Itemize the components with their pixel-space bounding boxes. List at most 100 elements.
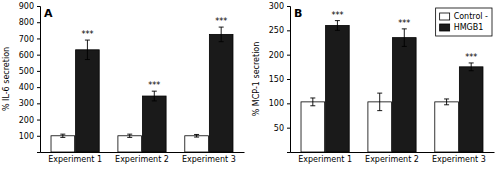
panel-title: B bbox=[294, 7, 302, 20]
y-tick-mark bbox=[37, 22, 40, 23]
y-tick: 100 bbox=[269, 99, 290, 108]
error-bar-line bbox=[194, 134, 199, 137]
y-tick-mark bbox=[37, 103, 40, 104]
y-tick-label: 600 bbox=[19, 51, 34, 60]
y-tick-mark bbox=[37, 55, 40, 56]
series bbox=[326, 21, 483, 152]
y-tick-label: 100 bbox=[269, 99, 284, 108]
y-tick-mark bbox=[287, 79, 290, 80]
bar bbox=[392, 38, 416, 152]
y-tick: 900 bbox=[19, 2, 40, 11]
error-bar bbox=[444, 99, 449, 105]
error-bar-line bbox=[310, 98, 315, 106]
y-tick-label: 100 bbox=[19, 132, 34, 141]
significance-label: *** bbox=[465, 53, 477, 62]
bar bbox=[118, 136, 142, 152]
y-tick-label: 250 bbox=[269, 26, 284, 35]
y-tick: 150 bbox=[269, 75, 290, 84]
bar bbox=[142, 96, 166, 152]
y-tick-mark bbox=[287, 30, 290, 31]
y-tick-mark bbox=[287, 55, 290, 56]
y-tick-mark bbox=[287, 6, 290, 7]
significance-label: *** bbox=[148, 81, 160, 90]
annotations: *** *** *** bbox=[81, 17, 227, 90]
error-bar-line bbox=[60, 134, 65, 137]
bar bbox=[209, 34, 233, 152]
significance-label: *** bbox=[398, 19, 410, 28]
legend-swatch bbox=[440, 24, 450, 31]
x-tick: Experiment 2 bbox=[365, 152, 419, 164]
error-bar bbox=[194, 134, 199, 137]
y-tick: 300 bbox=[19, 99, 40, 108]
error-bar-line bbox=[152, 91, 157, 101]
error-bar-line bbox=[469, 63, 474, 71]
y-tick: 400 bbox=[19, 83, 40, 92]
error-bar-line bbox=[127, 134, 132, 137]
error-bar-line bbox=[444, 99, 449, 105]
y-tick: 300 bbox=[269, 2, 290, 11]
bar bbox=[76, 50, 100, 152]
y-axis-title: % MCP-1 secretion bbox=[252, 42, 261, 117]
x-tick: Experiment 3 bbox=[182, 152, 236, 164]
y-tick: 700 bbox=[19, 35, 40, 44]
x-tick-label: Experiment 3 bbox=[182, 155, 236, 164]
y-axis: 100 200 300 400 500 600 700 800 900 bbox=[19, 2, 41, 152]
error-bar bbox=[402, 29, 407, 47]
y-tick-mark bbox=[37, 6, 40, 7]
y-tick: 200 bbox=[269, 51, 290, 60]
bar bbox=[185, 136, 209, 152]
y-tick: 50 bbox=[274, 124, 290, 133]
legend-label: HMGB1 bbox=[454, 23, 484, 32]
panel: 50100150200250300Experiment 1Experiment … bbox=[252, 2, 495, 164]
x-tick: Experiment 3 bbox=[432, 152, 486, 164]
y-tick: 100 bbox=[19, 132, 40, 141]
x-axis: Experiment 1 Experiment 2 Experiment 3 bbox=[41, 152, 245, 164]
series bbox=[301, 93, 458, 152]
y-tick-label: 500 bbox=[19, 67, 34, 76]
y-axis: 50 100 150 200 250 300 bbox=[269, 2, 291, 152]
x-tick: Experiment 1 bbox=[48, 152, 102, 164]
y-tick-mark bbox=[37, 120, 40, 121]
legend-frame bbox=[436, 8, 492, 36]
y-tick-label: 200 bbox=[19, 116, 34, 125]
y-tick: 250 bbox=[269, 26, 290, 35]
series bbox=[51, 134, 208, 152]
error-bar bbox=[127, 134, 132, 137]
y-tick-label: 700 bbox=[19, 35, 34, 44]
y-tick: 500 bbox=[19, 67, 40, 76]
y-tick: 800 bbox=[19, 18, 40, 27]
bar bbox=[459, 67, 483, 152]
bar bbox=[51, 136, 75, 152]
y-tick-label: 150 bbox=[269, 75, 284, 84]
series bbox=[76, 27, 233, 152]
y-tick-label: 300 bbox=[269, 2, 284, 11]
error-bar-line bbox=[402, 29, 407, 47]
legend-swatch bbox=[440, 13, 450, 20]
y-tick: 200 bbox=[19, 116, 40, 125]
y-tick-mark bbox=[287, 128, 290, 129]
y-tick: 600 bbox=[19, 51, 40, 60]
y-tick-label: 900 bbox=[19, 2, 34, 11]
error-bar bbox=[152, 91, 157, 101]
y-axis-title: % IL-6 secretion bbox=[2, 47, 11, 111]
y-tick-mark bbox=[37, 71, 40, 72]
y-tick-label: 200 bbox=[269, 51, 284, 60]
plot-area bbox=[51, 27, 233, 152]
x-tick-label: Experiment 3 bbox=[432, 155, 486, 164]
legend: Control - HMGB1 bbox=[436, 8, 492, 36]
x-axis: Experiment 1Experiment 2Experiment 3 bbox=[291, 152, 495, 164]
panel: 100200300400500600700800900Experiment 1E… bbox=[2, 2, 245, 164]
x-tick-label: Experiment 2 bbox=[115, 155, 169, 164]
bar bbox=[435, 102, 459, 152]
chart: 100200300400500600700800900Experiment 1E… bbox=[0, 0, 500, 170]
significance-label: *** bbox=[215, 17, 227, 26]
significance-label: *** bbox=[81, 30, 93, 39]
plot-area bbox=[301, 21, 483, 152]
x-tick: Experiment 2 bbox=[115, 152, 169, 164]
y-tick-mark bbox=[37, 136, 40, 137]
legend-label: Control - bbox=[454, 12, 488, 21]
y-axis-line bbox=[287, 7, 291, 153]
bar bbox=[301, 102, 325, 152]
y-tick-label: 400 bbox=[19, 83, 34, 92]
error-bar-line bbox=[219, 27, 224, 42]
